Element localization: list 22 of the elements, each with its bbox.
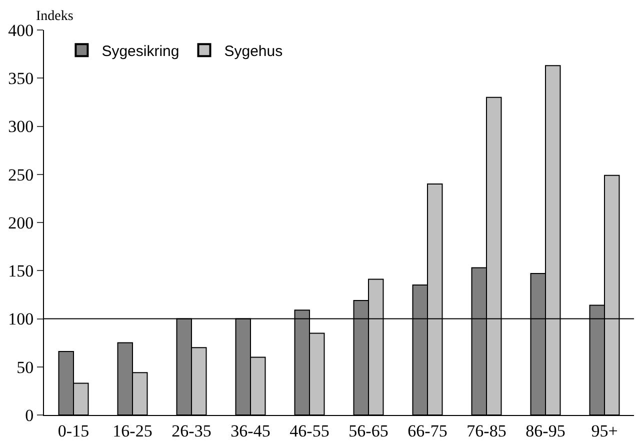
y-tick-label: 300 <box>8 117 34 136</box>
y-tick-label: 150 <box>8 262 34 281</box>
legend-label: Sygehus <box>224 42 283 60</box>
y-axis-title: Indeks <box>36 9 74 24</box>
y-tick-label: 400 <box>8 20 34 40</box>
legend-label: Sygesikring <box>102 42 180 60</box>
x-tick-label: 76-85 <box>466 421 506 440</box>
y-tick-label: 350 <box>8 69 34 88</box>
y-tick-label: 250 <box>8 165 34 184</box>
x-tick-label: 26-35 <box>172 421 212 440</box>
x-tick-label: 36-45 <box>230 421 270 440</box>
y-tick-label: 50 <box>16 358 34 377</box>
x-tick-label: 46-55 <box>290 421 330 440</box>
x-tick-label: 16-25 <box>112 421 152 440</box>
y-tick-label: 100 <box>8 310 34 329</box>
y-tick-label: 0 <box>25 406 34 425</box>
x-tick-label: 95+ <box>591 421 618 440</box>
x-tick-label: 66-75 <box>408 421 448 440</box>
x-tick-label: 86-95 <box>526 421 566 440</box>
x-tick-label: 0-15 <box>58 421 90 440</box>
y-tick-label: 200 <box>8 213 34 232</box>
x-tick-label: 56-65 <box>348 421 388 440</box>
